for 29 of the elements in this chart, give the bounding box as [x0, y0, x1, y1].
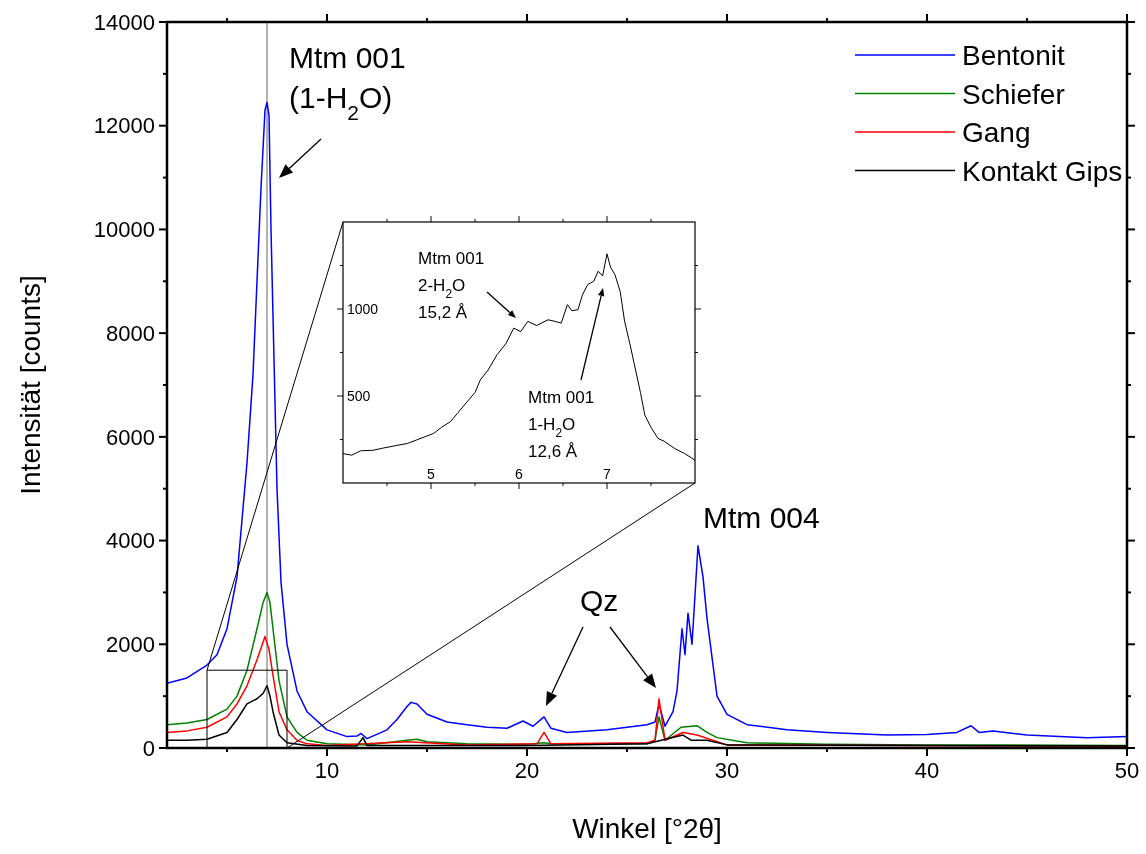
x-tick-label: 40: [914, 758, 940, 783]
x-tick-label: 10: [314, 758, 340, 783]
y-tick-label: 500: [347, 387, 371, 404]
annotation: Mtm 001 (1-H$_{2}$O): [289, 41, 406, 124]
y-axis-title: Intensität [counts]: [15, 275, 46, 495]
x-axis-title: Winkel [°2θ]: [572, 813, 722, 844]
y-tick-label: 1000: [347, 300, 379, 317]
x-tick-label: 20: [514, 758, 540, 783]
y-tick-label: 2000: [106, 631, 155, 657]
y-tick-label: 10000: [93, 217, 155, 243]
legend-label: Gang: [962, 117, 1031, 148]
annotation: Qz: [580, 584, 619, 617]
y-tick-label: 4000: [106, 528, 155, 554]
legend-label: Bentonit: [962, 40, 1065, 71]
legend-label: Kontakt Gips: [962, 155, 1123, 187]
y-tick-label: 8000: [106, 320, 155, 346]
y-tick-label: 6000: [106, 424, 155, 450]
x-tick-label: 6: [515, 466, 524, 482]
x-tick-label: 30: [714, 758, 740, 783]
x-tick-label: 7: [603, 466, 612, 482]
y-tick-label: 12000: [93, 113, 155, 139]
annotation: Mtm 001 2-H$_{2}$O 15,2 Å: [418, 249, 485, 322]
annotation: Mtm 004: [703, 501, 820, 534]
x-tick-label: 50: [1114, 758, 1140, 783]
x-tick-label: 5: [427, 466, 436, 482]
annotation: Mtm 001 1-H$_{2}$O 12,6 Å: [528, 388, 595, 461]
y-tick-label: 0: [142, 735, 155, 761]
legend-label: Schiefer: [962, 78, 1065, 110]
y-tick-label: 14000: [93, 9, 155, 35]
